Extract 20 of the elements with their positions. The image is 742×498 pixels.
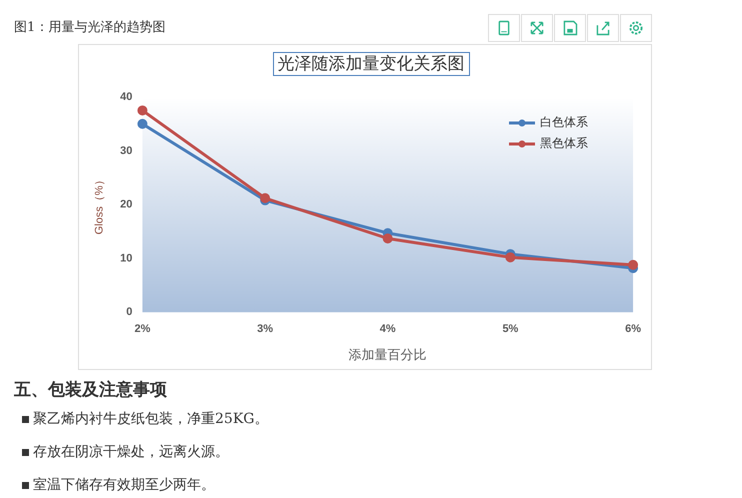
y-tick-label: 10 (120, 252, 132, 264)
x-tick-label: 6% (625, 322, 642, 335)
text: 存放在阴凉干燥处，远离火源。 (33, 443, 229, 461)
x-tick-label: 4% (380, 322, 396, 335)
legend-label: 白色体系 (540, 114, 588, 131)
x-tick-label: 5% (502, 322, 519, 335)
x-tick-label: 3% (257, 322, 274, 335)
y-tick-label: 0 (126, 306, 132, 318)
y-tick-label: 40 (120, 91, 132, 104)
legend-label: 黑色体系 (540, 135, 588, 152)
text: 聚乙烯内衬牛皮纸包装，净重25KG。 (33, 410, 268, 428)
text: 五、包装及注意事项 (14, 379, 167, 401)
x-tick-label: 2% (134, 322, 151, 335)
caption: 图1：用量与光泽的趋势图 (14, 19, 166, 36)
x-axis-title: 添加量百分比 (348, 346, 427, 362)
chart-title: 光泽随添加量变化关系图 (272, 52, 470, 76)
y-tick-label: 20 (120, 198, 132, 211)
text: 室温下储存有效期至少两年。 (33, 476, 215, 494)
y-axis-title: Gloss（%） (94, 174, 106, 235)
y-tick-label: 30 (120, 144, 132, 157)
